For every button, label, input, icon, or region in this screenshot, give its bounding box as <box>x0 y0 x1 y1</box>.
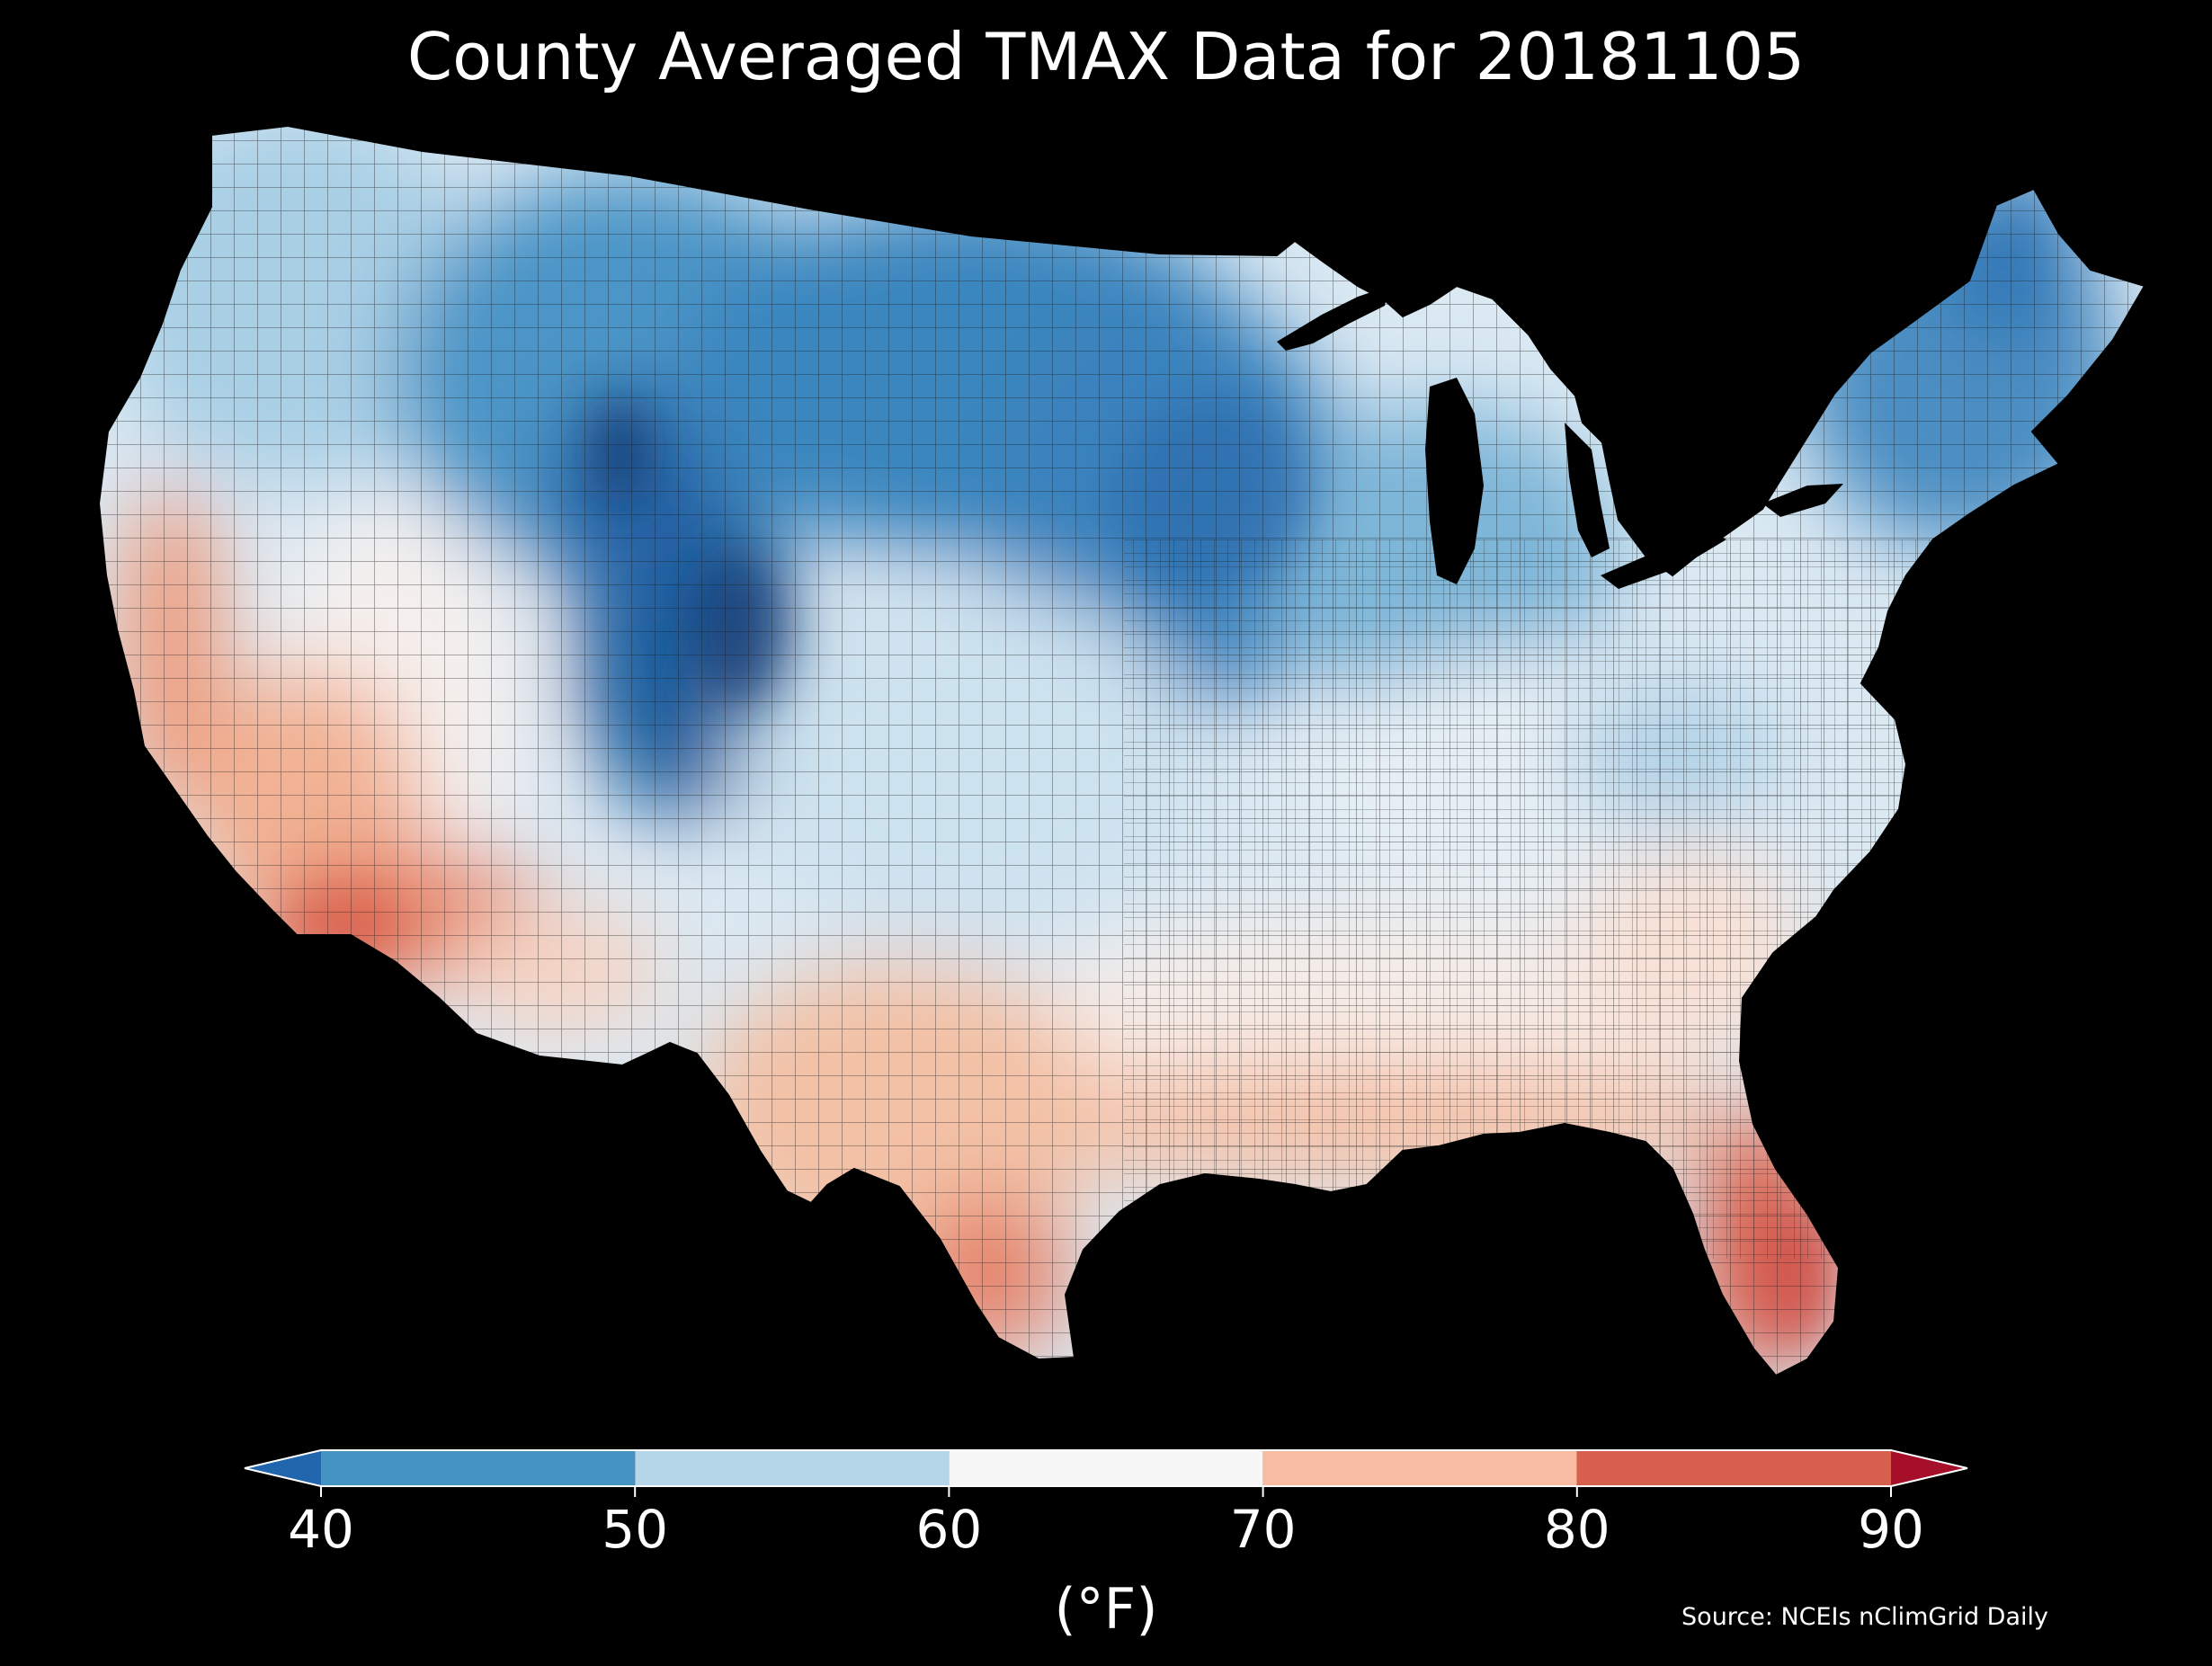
great-lakes <box>1277 286 1843 589</box>
colorbar-tick-label: 90 <box>1858 1499 1924 1560</box>
colorbar-tick-label: 60 <box>915 1499 982 1560</box>
lake-michigan <box>1425 378 1484 584</box>
lake-superior <box>1277 286 1389 351</box>
colorbar-tick-label: 50 <box>602 1499 668 1560</box>
colorbar-tick-label: 80 <box>1544 1499 1610 1560</box>
lake-erie <box>1601 530 1726 589</box>
lake-huron <box>1565 423 1610 557</box>
lake-ontario <box>1762 484 1843 517</box>
map-title: County Averaged TMAX Data for 20181105 <box>406 19 1806 94</box>
colorbar-bin-50-60 <box>635 1450 950 1486</box>
colorbar-bin-80-90 <box>1576 1450 1891 1486</box>
colorbar-extend-min <box>245 1450 321 1486</box>
colorbar-bin-40-50 <box>321 1450 636 1486</box>
colorbar-extend-max <box>1891 1450 1967 1486</box>
colorbar-tick-label: 40 <box>288 1499 354 1560</box>
colorbar-unit-label: (°F) <box>1054 1576 1158 1642</box>
source-credit: Source: NCEIs nClimGrid Daily <box>1681 1603 2048 1631</box>
colorbar-tick-label: 70 <box>1230 1499 1297 1560</box>
colorbar-bin-70-80 <box>1262 1450 1577 1486</box>
colorbar-bin-60-70 <box>949 1450 1263 1486</box>
